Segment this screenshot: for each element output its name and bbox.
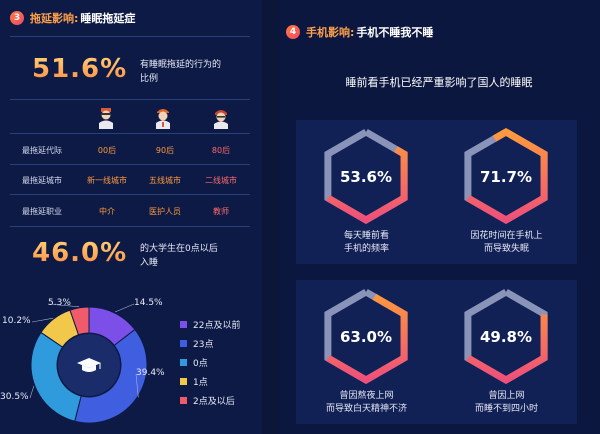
stat1-desc-line1: 有睡眠拖延的行为的 bbox=[140, 60, 222, 70]
divider bbox=[10, 194, 250, 195]
section-title: 手机不睡我不睡 bbox=[356, 26, 434, 39]
leader-line-3 bbox=[29, 385, 35, 399]
hexagon-value: 53.6% bbox=[340, 168, 392, 186]
donut-slice-2 bbox=[74, 328, 148, 424]
cell-generation-3: 80后 bbox=[211, 146, 231, 155]
phone-impact-subtitle: 睡前看手机已经严重影响了国人的睡眠 bbox=[345, 76, 533, 89]
slice-label-3: 30.5% bbox=[0, 392, 29, 402]
card-caption-line1: 每天睡前看 bbox=[343, 231, 389, 241]
person-icon-90s bbox=[156, 109, 170, 129]
legend-item-1: 22点及以前 bbox=[180, 318, 240, 331]
legend-swatch bbox=[180, 321, 187, 328]
section-4-header: 4 手机影响: 手机不睡我不睡 bbox=[286, 24, 433, 40]
hexagon-gauge-3: 63.0% bbox=[324, 287, 408, 385]
divider bbox=[10, 133, 250, 134]
hexagon-gauge-4: 49.8% bbox=[464, 287, 548, 385]
phone-stat-card-1 bbox=[296, 120, 437, 264]
cell-occupation-3: 教师 bbox=[213, 207, 229, 216]
legend-label: 23点 bbox=[193, 340, 214, 350]
legend-swatch bbox=[180, 359, 187, 366]
leader-line-2 bbox=[135, 373, 139, 398]
legend-label: 0点 bbox=[193, 359, 208, 369]
card-caption-line2: 而导致失眠 bbox=[483, 244, 529, 254]
cell-city-1: 新一线城市 bbox=[87, 176, 127, 185]
phone-stat-card-4 bbox=[436, 280, 577, 424]
person-icon-80s bbox=[214, 110, 228, 129]
slice-label-1: 14.5% bbox=[134, 298, 163, 308]
hexagon-progress bbox=[464, 127, 548, 225]
row-label-city: 最拖延城市 bbox=[22, 176, 62, 185]
section-number: 3 bbox=[10, 11, 24, 25]
legend-item-5: 2点及以后 bbox=[180, 394, 235, 407]
card-caption-3: 曾因熬夜上网而导致白天精神不济 bbox=[296, 390, 437, 416]
donut-slice-5 bbox=[69, 306, 90, 336]
legend-item-3: 0点 bbox=[180, 356, 208, 369]
section-3-header: 3 拖延影响: 睡眠拖延症 bbox=[10, 10, 135, 26]
row-label-occupation: 最拖延职业 bbox=[22, 207, 62, 216]
hexagon-gauge-1: 53.6% bbox=[324, 127, 408, 225]
cell-generation-1: 00后 bbox=[97, 146, 117, 155]
hexagon-value: 71.7% bbox=[480, 168, 532, 186]
cell-city-3: 二线城市 bbox=[205, 176, 237, 185]
legend-label: 2点及以后 bbox=[193, 397, 235, 407]
card-caption-line1: 因花时间在手机上 bbox=[470, 231, 543, 241]
card-caption-1: 每天睡前看手机的频率 bbox=[296, 230, 437, 256]
cell-city-2: 五线城市 bbox=[149, 176, 181, 185]
hexagon-value: 63.0% bbox=[340, 328, 392, 346]
card-caption-line1: 曾因熬夜上网 bbox=[339, 391, 394, 401]
slice-label-5: 5.3% bbox=[48, 298, 71, 308]
stat2-desc-line2: 入睡 bbox=[140, 258, 159, 268]
phone-stat-card-2 bbox=[436, 120, 577, 264]
donut-leader-lines bbox=[29, 303, 139, 399]
stat2-desc: 的大学生在0点以后 入睡 bbox=[140, 242, 218, 270]
divider bbox=[10, 226, 250, 227]
divider bbox=[10, 36, 250, 37]
legend-item-2: 23点 bbox=[180, 337, 213, 350]
leader-line-4 bbox=[31, 317, 54, 323]
person-icon-00s bbox=[99, 108, 113, 129]
hexagon-progress bbox=[464, 287, 548, 385]
bedtime-donut-chart bbox=[30, 306, 148, 424]
stat1-desc: 有睡眠拖延的行为的 比例 bbox=[140, 58, 221, 86]
slice-label-2: 39.4% bbox=[136, 368, 165, 378]
graduation-cap-icon bbox=[77, 358, 101, 372]
section-title: 睡眠拖延症 bbox=[80, 12, 136, 25]
legend-label: 22点及以前 bbox=[193, 321, 241, 331]
divider bbox=[10, 99, 250, 100]
divider bbox=[10, 164, 250, 165]
card-caption-line2: 而导致白天精神不济 bbox=[325, 404, 407, 414]
card-caption-line2: 手机的频率 bbox=[343, 244, 389, 254]
stat-procrastination-rate: 51.6% bbox=[32, 54, 128, 84]
card-caption-2: 因花时间在手机上 而导致失眠 bbox=[436, 230, 577, 256]
stat1-desc-line2: 比例 bbox=[140, 74, 159, 84]
legend-item-4: 1点 bbox=[180, 375, 208, 388]
hexagon-value: 49.8% bbox=[480, 328, 532, 346]
hexagon-gauge-2: 71.7% bbox=[464, 127, 548, 225]
legend-label: 1点 bbox=[193, 378, 208, 388]
leader-line-5 bbox=[47, 303, 80, 308]
legend-swatch bbox=[180, 397, 187, 404]
legend-swatch bbox=[180, 378, 187, 385]
card-caption-line2: 而睡不到四小时 bbox=[474, 404, 538, 414]
section-key: 拖延影响: bbox=[30, 12, 79, 25]
card-caption-line1: 曾因上网 bbox=[488, 391, 525, 401]
hexagon-progress bbox=[324, 127, 408, 225]
row-label-generation: 最拖延代际 bbox=[22, 146, 62, 155]
phone-stat-card-3 bbox=[296, 280, 437, 424]
section-key: 手机影响: bbox=[306, 26, 355, 39]
cell-occupation-2: 医护人员 bbox=[149, 207, 181, 216]
slice-label-4: 10.2% bbox=[2, 316, 31, 326]
card-caption-4: 曾因上网而睡不到四小时 bbox=[436, 390, 577, 416]
hexagon-progress bbox=[324, 287, 408, 385]
stat-late-sleep-rate: 46.0% bbox=[32, 238, 128, 268]
cell-generation-2: 90后 bbox=[155, 146, 175, 155]
leader-line-1 bbox=[114, 303, 135, 313]
stat2-desc-line1: 的大学生在0点以后 bbox=[140, 244, 218, 254]
legend-swatch bbox=[180, 340, 187, 347]
cell-occupation-1: 中介 bbox=[99, 207, 115, 216]
section-number: 4 bbox=[286, 25, 300, 39]
